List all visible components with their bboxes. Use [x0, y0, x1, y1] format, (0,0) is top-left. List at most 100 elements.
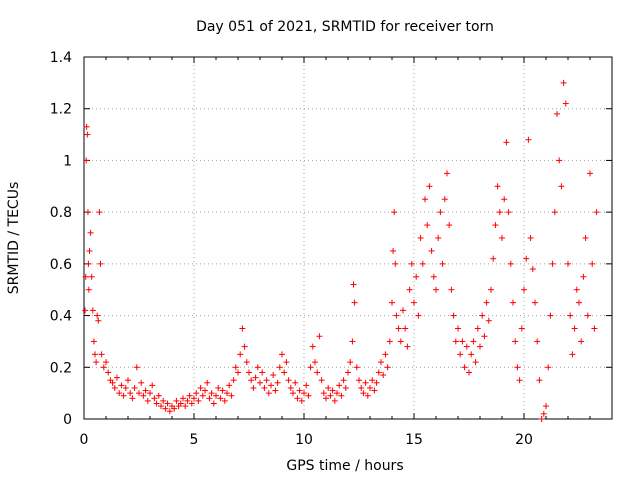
data-point	[578, 338, 585, 345]
data-point	[88, 273, 95, 280]
data-point	[122, 384, 129, 391]
data-point	[158, 403, 164, 410]
data-point	[424, 222, 431, 229]
x-tick-label: 5	[190, 432, 199, 448]
data-point	[540, 410, 547, 417]
data-point	[455, 325, 461, 332]
data-point	[382, 351, 389, 358]
data-point	[204, 379, 211, 386]
data-point	[384, 364, 391, 371]
data-point	[334, 390, 340, 397]
data-point	[576, 299, 582, 306]
data-point	[312, 359, 318, 366]
data-point	[391, 209, 398, 216]
data-point	[305, 392, 312, 399]
data-point	[287, 384, 294, 391]
data-point	[120, 392, 127, 399]
data-point	[261, 384, 268, 391]
data-point	[518, 325, 525, 332]
data-point	[84, 209, 91, 216]
data-point	[490, 255, 497, 262]
data-point	[397, 338, 404, 345]
data-point	[463, 343, 470, 350]
data-point	[318, 377, 325, 384]
x-tick-label: 10	[295, 432, 313, 448]
data-point	[127, 390, 134, 397]
y-axis-ticks: 0 0.2 0.4 0.6 0.8 1 1.2 1.4	[50, 50, 612, 428]
data-point	[444, 170, 450, 177]
data-point	[162, 405, 169, 412]
data-point	[461, 364, 468, 371]
data-point	[536, 377, 543, 384]
data-point	[164, 400, 171, 407]
data-point	[213, 392, 219, 399]
data-point	[246, 369, 252, 376]
data-point	[419, 260, 426, 267]
data-point	[415, 312, 422, 319]
data-point	[97, 260, 104, 267]
data-point	[386, 338, 393, 345]
series-srmtid	[82, 79, 600, 422]
x-axis-ticks: 0 5 10 15 20	[80, 57, 613, 448]
data-point	[217, 395, 224, 402]
data-point	[369, 377, 376, 384]
data-point	[406, 286, 413, 293]
data-point	[197, 384, 204, 391]
data-point	[243, 359, 250, 366]
data-point	[294, 395, 301, 402]
data-point	[571, 325, 578, 332]
y-tick-label: 1.4	[50, 50, 72, 66]
data-point	[496, 209, 503, 216]
chart-title: Day 051 of 2021, SRMTID for receiver tor…	[196, 19, 494, 35]
data-point	[501, 196, 508, 203]
data-point	[562, 100, 569, 107]
data-point	[413, 273, 420, 280]
data-point	[270, 372, 277, 379]
data-point	[373, 379, 380, 386]
data-point	[105, 369, 112, 376]
data-point	[527, 235, 534, 241]
data-point	[393, 312, 400, 319]
data-point	[283, 359, 290, 366]
data-point	[296, 387, 303, 394]
data-point	[95, 317, 102, 324]
data-point	[230, 377, 237, 384]
data-point	[569, 351, 576, 358]
y-tick-label: 0.4	[50, 309, 72, 325]
data-point	[224, 390, 230, 397]
data-point	[292, 379, 299, 386]
data-point	[351, 299, 358, 306]
data-point	[314, 369, 321, 376]
data-point	[331, 397, 338, 404]
data-point	[250, 384, 257, 391]
data-point	[83, 123, 90, 130]
data-point	[392, 260, 399, 267]
data-point	[226, 382, 233, 389]
data-point	[118, 382, 125, 389]
data-point	[485, 317, 492, 324]
data-point	[94, 312, 101, 319]
data-point	[191, 395, 197, 402]
x-tick-label: 15	[405, 432, 423, 448]
data-point	[503, 139, 510, 146]
data-points	[82, 79, 600, 422]
data-point	[147, 390, 153, 397]
data-point	[587, 170, 593, 177]
data-point	[221, 397, 228, 404]
data-point	[395, 325, 402, 332]
data-point	[138, 379, 145, 386]
data-point	[433, 286, 439, 293]
data-point	[301, 390, 307, 397]
y-axis-label: SRMTID / TECUs	[6, 182, 22, 295]
data-point	[558, 183, 565, 190]
data-point	[188, 400, 195, 407]
data-point	[144, 397, 151, 404]
y-tick-label: 1	[63, 153, 72, 169]
data-point	[298, 397, 305, 404]
data-point	[356, 377, 362, 384]
data-point	[160, 397, 167, 404]
data-point	[133, 364, 140, 371]
data-point	[345, 369, 351, 376]
data-point	[142, 387, 149, 394]
